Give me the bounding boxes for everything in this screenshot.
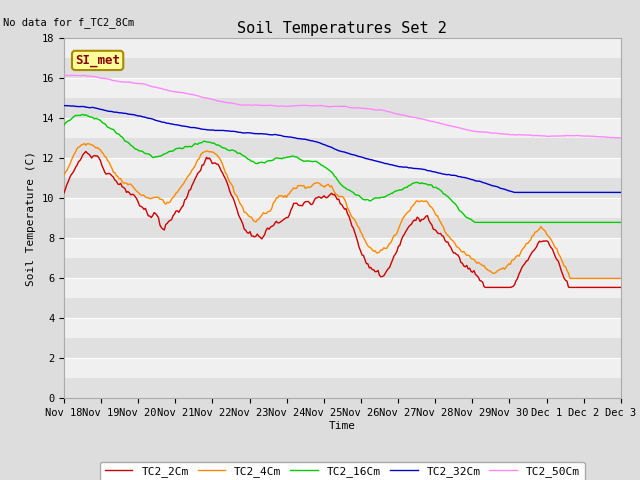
TC2_2Cm xyxy=(82,148,90,154)
Line: TC2_16Cm: TC2_16Cm xyxy=(64,114,621,222)
TC2_2Cm xyxy=(60,190,68,196)
Legend: TC2_2Cm, TC2_4Cm, TC2_16Cm, TC2_32Cm, TC2_50Cm: TC2_2Cm, TC2_4Cm, TC2_16Cm, TC2_32Cm, TC… xyxy=(100,462,584,480)
TC2_16Cm xyxy=(98,119,106,125)
TC2_2Cm xyxy=(543,238,550,244)
TC2_4Cm xyxy=(79,142,87,147)
Bar xyxy=(64,318,621,359)
TC2_4Cm xyxy=(617,276,625,281)
TC2_16Cm xyxy=(348,189,356,194)
Bar xyxy=(64,239,621,278)
TC2_16Cm xyxy=(60,122,68,128)
Bar xyxy=(64,158,621,198)
TC2_50Cm xyxy=(458,126,466,132)
Text: No data for f_TC2_8Cm: No data for f_TC2_8Cm xyxy=(3,17,134,28)
Text: SI_met: SI_met xyxy=(75,54,120,67)
TC2_32Cm xyxy=(541,190,549,195)
TC2_32Cm xyxy=(346,151,354,157)
Line: TC2_32Cm: TC2_32Cm xyxy=(64,106,621,192)
Bar xyxy=(64,38,621,78)
TC2_4Cm xyxy=(458,249,466,255)
TC2_50Cm xyxy=(60,72,68,78)
TC2_16Cm xyxy=(616,219,623,225)
Line: TC2_2Cm: TC2_2Cm xyxy=(64,151,621,288)
Bar xyxy=(64,198,621,239)
TC2_32Cm xyxy=(60,103,68,108)
TC2_4Cm xyxy=(81,141,88,146)
TC2_2Cm xyxy=(98,162,106,168)
Bar xyxy=(64,119,621,138)
Bar xyxy=(64,38,621,59)
TC2_50Cm xyxy=(541,133,549,139)
Bar xyxy=(64,359,621,378)
TC2_32Cm xyxy=(79,104,87,109)
Bar xyxy=(64,158,621,179)
X-axis label: Time: Time xyxy=(329,421,356,431)
TC2_4Cm xyxy=(616,276,623,281)
TC2_2Cm xyxy=(616,285,623,290)
TC2_50Cm xyxy=(98,75,106,81)
TC2_16Cm xyxy=(617,219,625,225)
TC2_32Cm xyxy=(617,190,625,195)
Line: TC2_50Cm: TC2_50Cm xyxy=(64,75,621,138)
TC2_2Cm xyxy=(79,152,87,157)
TC2_32Cm xyxy=(97,107,104,112)
TC2_2Cm xyxy=(458,260,466,266)
Bar xyxy=(64,239,621,258)
TC2_2Cm xyxy=(482,285,490,290)
TC2_16Cm xyxy=(79,111,87,117)
Bar xyxy=(64,359,621,398)
TC2_4Cm xyxy=(568,276,575,281)
Bar xyxy=(64,119,621,158)
TC2_32Cm xyxy=(511,190,518,195)
Bar xyxy=(64,78,621,119)
TC2_50Cm xyxy=(617,135,625,141)
TC2_50Cm xyxy=(348,105,356,110)
Bar xyxy=(64,278,621,299)
TC2_32Cm xyxy=(457,174,465,180)
TC2_4Cm xyxy=(541,228,549,234)
Y-axis label: Soil Temperature (C): Soil Temperature (C) xyxy=(26,151,36,286)
TC2_16Cm xyxy=(81,112,88,118)
TC2_50Cm xyxy=(69,72,77,78)
TC2_4Cm xyxy=(348,214,356,220)
TC2_4Cm xyxy=(98,149,106,155)
Title: Soil Temperatures Set 2: Soil Temperatures Set 2 xyxy=(237,21,447,36)
TC2_16Cm xyxy=(472,219,479,225)
Bar xyxy=(64,278,621,318)
TC2_50Cm xyxy=(81,72,88,78)
TC2_50Cm xyxy=(614,135,621,141)
TC2_16Cm xyxy=(458,210,466,216)
Bar xyxy=(64,318,621,338)
Bar xyxy=(64,78,621,98)
Line: TC2_4Cm: TC2_4Cm xyxy=(64,144,621,278)
TC2_2Cm xyxy=(617,285,625,290)
TC2_16Cm xyxy=(543,219,550,225)
TC2_32Cm xyxy=(614,190,621,195)
TC2_4Cm xyxy=(60,172,68,178)
Bar xyxy=(64,198,621,218)
TC2_2Cm xyxy=(348,223,356,228)
